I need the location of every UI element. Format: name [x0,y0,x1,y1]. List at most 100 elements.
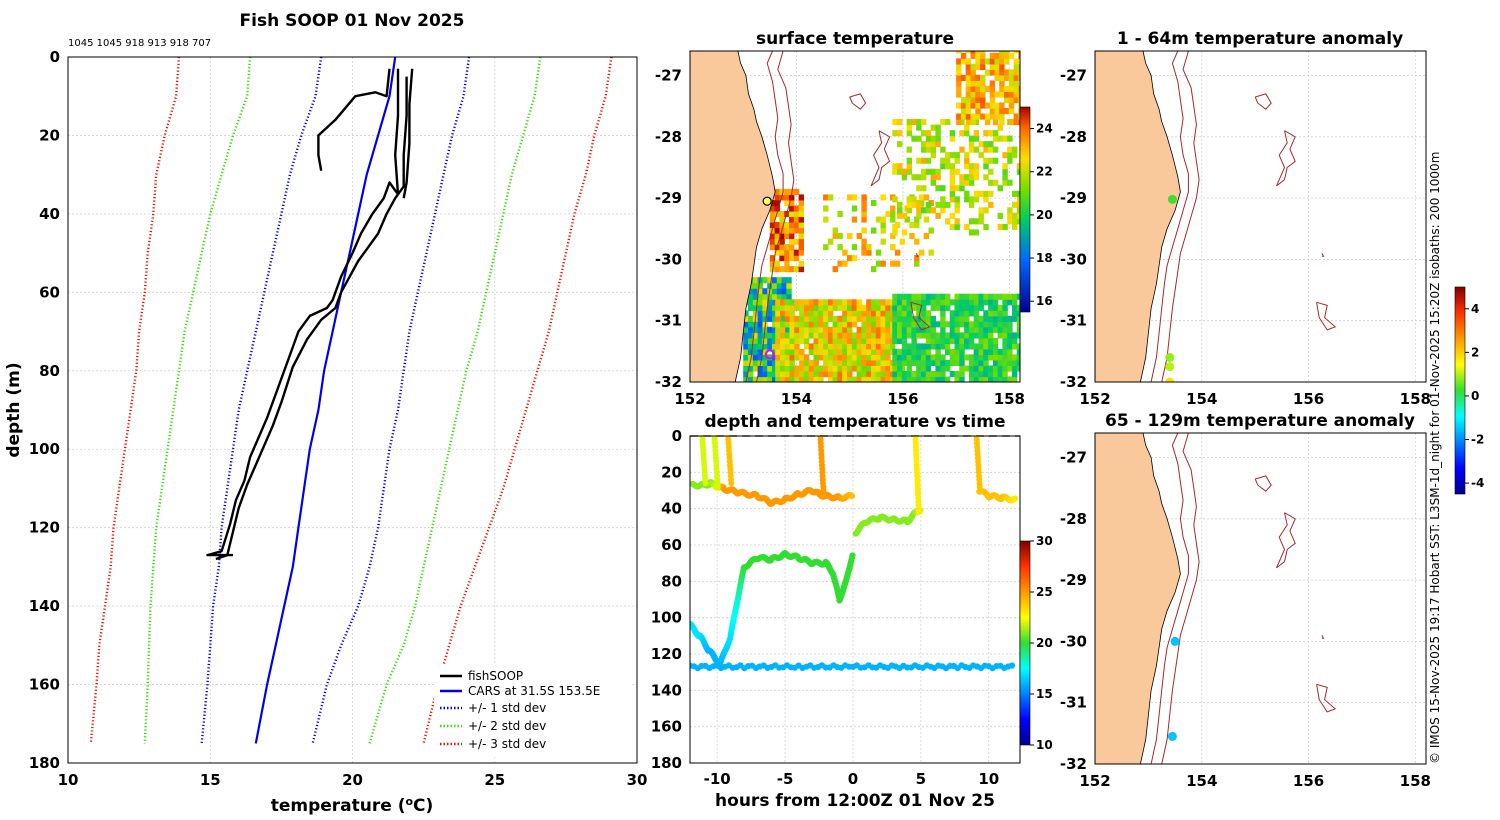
sst-cell [1007,321,1013,328]
sst-cell [847,299,853,306]
sst-cell [945,157,951,164]
sst-cell [992,326,999,333]
y-tick-label: 40 [39,205,60,223]
sst-cell [960,108,967,115]
sst-cell [837,337,843,344]
sst-cell [1008,69,1015,76]
sst-cell [748,299,754,306]
sst-cell [945,365,951,372]
sst-cell [949,163,956,170]
sst-cell [988,157,994,164]
sst-cell [813,343,819,350]
sst-cell [752,376,759,382]
side-caption: © IMOS 15-Nov-2025 19:17 Hobart SST: L3S… [1428,152,1442,764]
sst-cell [983,190,989,197]
sst-cell [786,288,792,295]
sst-cell [779,238,785,245]
sst-cell [832,354,838,361]
sst-cell [880,260,886,267]
data-point [728,480,735,487]
sst-cell [906,163,912,170]
sst-cell [997,310,1003,317]
sst-cell [959,130,965,137]
colorbar-tick-label: 16 [1036,294,1053,308]
sst-cell [1018,85,1020,92]
sst-cell [861,227,867,234]
sst-cell [762,371,768,378]
sst-cell [789,304,795,311]
sst-cell [918,194,925,201]
sst-cell [916,359,922,366]
sst-cell [954,315,960,322]
fish-position-marker [764,349,775,360]
sst-cell [968,321,975,328]
sst-cell [892,196,898,203]
sst-cell [1002,326,1008,333]
sst-cell [757,321,763,328]
legend-label-std2: +/- 2 std dev [468,719,546,733]
sst-cell [940,365,946,372]
sst-cell [772,315,778,322]
sst-cell [916,332,922,339]
sst-cell [964,163,970,170]
sst-cell [954,354,960,361]
sst-cell [767,365,773,372]
sst-cell [911,371,917,378]
sst-cell [780,354,786,361]
sst-cell [916,371,922,378]
sst-cell [973,190,980,197]
sst-cell [983,332,989,339]
sst-cell [847,371,853,378]
sst-cell [973,354,980,361]
series-fishsoop-b [206,68,400,557]
sst-cell [818,337,824,344]
sst-cell [1012,201,1018,208]
sst-cell [813,376,819,382]
sst-cell [960,102,967,109]
sst-cell [784,227,790,234]
sst-cell [954,326,960,333]
sst-cell [925,310,932,317]
sst-cell [954,348,960,355]
sst-cell [1016,354,1020,361]
sst-cell [743,321,749,328]
sst-cell [808,332,815,339]
sst-cell [861,315,867,322]
sst-cell [984,113,991,120]
sst-cell [1016,359,1020,366]
sst-cell [921,174,927,181]
sst-cell [784,266,790,273]
sst-cell [968,135,975,142]
sst-cell [832,233,838,240]
sst-cell [786,282,792,289]
sst-cell [897,332,903,339]
sst-cell [842,315,848,322]
sst-cell [973,130,980,137]
sst-cell [866,315,872,322]
sst-cell [935,135,941,142]
sst-cell [823,321,829,328]
sst-cell [901,229,908,236]
sst-cell [1002,337,1008,344]
sst-cell [921,168,927,175]
sst-cell [861,244,867,251]
sst-cell [875,332,882,339]
sst-cell [965,85,972,92]
sst-cell [774,200,780,207]
lat-tick-label: -30 [655,250,682,268]
sst-cell [964,315,970,322]
sst-cell [803,365,810,372]
sst-cell [875,337,882,344]
sst-cell [856,299,862,306]
sst-cell [949,299,956,306]
seamount-isobath [1321,635,1325,639]
sst-cell [813,315,819,322]
sst-cell [897,321,903,328]
sst-cell [983,343,989,350]
sst-cell [885,343,891,350]
sst-cell [964,310,970,317]
sst-cell [757,299,763,306]
sst-cell [784,299,791,306]
sst-cell [911,293,917,300]
sst-cell [808,299,815,306]
